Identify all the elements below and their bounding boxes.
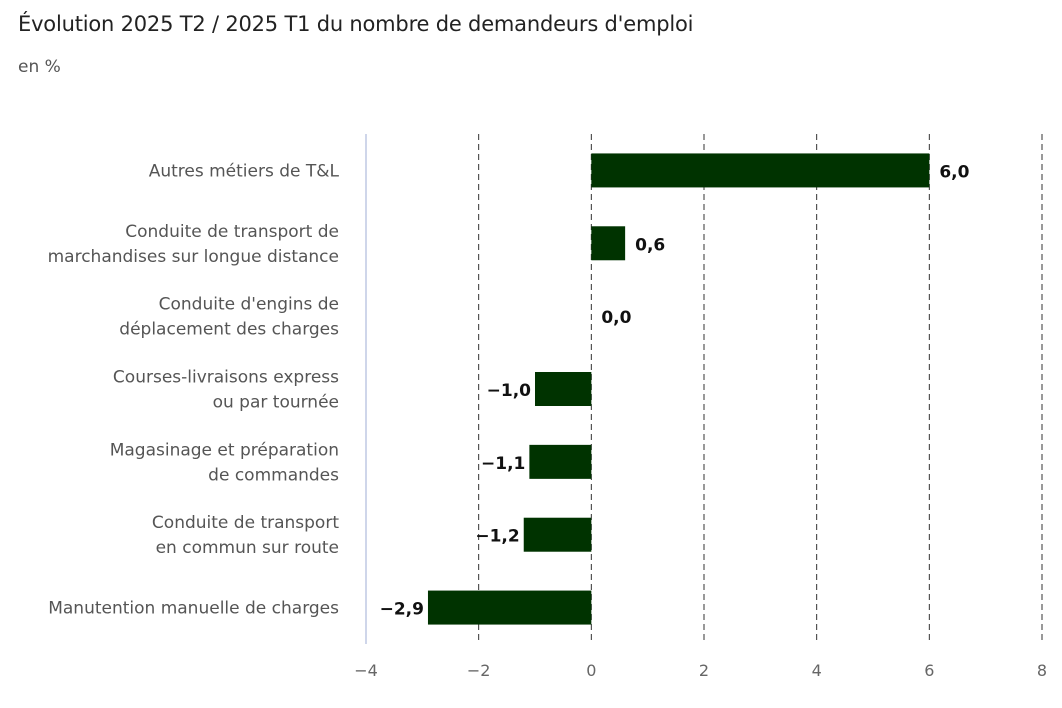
bar bbox=[591, 226, 626, 261]
category-label: marchandises sur longue distance bbox=[48, 247, 339, 267]
category-label: Manutention manuelle de charges bbox=[48, 599, 339, 619]
chart-title: Évolution 2025 T2 / 2025 T1 du nombre de… bbox=[18, 12, 694, 36]
bar bbox=[427, 590, 592, 625]
x-tick-label: 2 bbox=[699, 661, 709, 680]
data-label: 0,6 bbox=[635, 235, 665, 255]
data-label: −1,1 bbox=[481, 454, 525, 474]
category-label: Magasinage et préparation bbox=[110, 440, 339, 460]
category-label: de commandes bbox=[208, 465, 339, 485]
data-label: 6,0 bbox=[939, 162, 969, 182]
category-label: Courses-livraisons express bbox=[113, 368, 339, 388]
bar bbox=[535, 372, 592, 406]
category-label: Autres métiers de T&L bbox=[149, 161, 340, 181]
data-label: −1,0 bbox=[487, 381, 532, 401]
bar bbox=[523, 517, 592, 552]
bar bbox=[529, 444, 592, 479]
chart-subtitle: en % bbox=[18, 57, 61, 77]
x-tick-label: 4 bbox=[812, 661, 822, 680]
category-label: en commun sur route bbox=[156, 538, 339, 558]
data-label: −2,9 bbox=[380, 600, 424, 620]
x-tick-label: −4 bbox=[354, 661, 378, 680]
category-label: Conduite de transport bbox=[152, 513, 339, 533]
category-label: Conduite d'engins de bbox=[159, 295, 339, 315]
category-label: Conduite de transport de bbox=[125, 222, 339, 242]
category-label: déplacement des charges bbox=[119, 320, 339, 340]
data-label: 0,0 bbox=[601, 308, 631, 328]
x-tick-label: 8 bbox=[1037, 661, 1047, 680]
data-label: −1,2 bbox=[475, 527, 519, 547]
bar bbox=[591, 153, 930, 188]
x-tick-label: 6 bbox=[924, 661, 934, 680]
x-tick-label: 0 bbox=[586, 661, 596, 680]
category-label: ou par tournée bbox=[213, 393, 339, 413]
x-tick-label: −2 bbox=[467, 661, 491, 680]
